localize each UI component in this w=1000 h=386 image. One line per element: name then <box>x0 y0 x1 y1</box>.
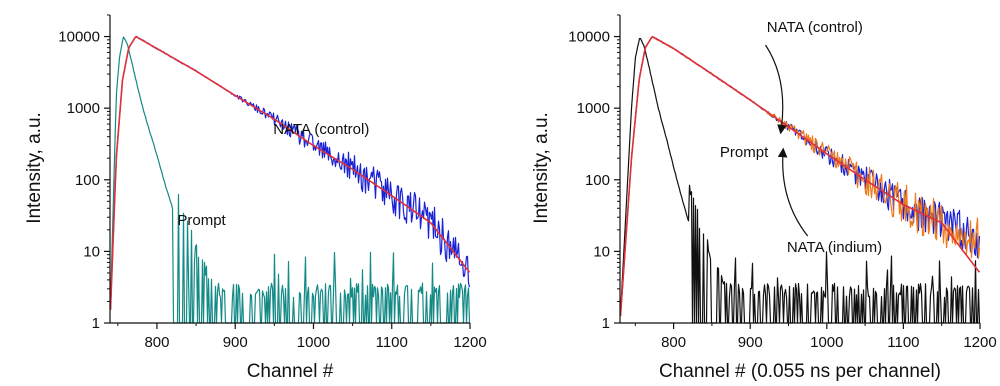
annotation-label: Prompt <box>177 212 226 229</box>
x-tick-label: 1200 <box>963 334 996 351</box>
x-axis-title: Channel # (0.055 ns per channel) <box>659 361 941 382</box>
series-line-prompt <box>109 36 471 324</box>
y-tick-label: 10 <box>593 243 610 260</box>
y-tick-label: 100 <box>585 172 610 189</box>
chart-panel-left: 800 900 1000 1100 1200 1 10 100 1000 10000 Channel… <box>24 14 487 382</box>
x-tick-label: 1100 <box>887 334 919 351</box>
y-tick-label: 100 <box>75 172 100 189</box>
series-line-nata-indium <box>619 36 981 317</box>
y-tick-label: 10000 <box>58 29 100 46</box>
x-tick-label: 1100 <box>376 334 408 351</box>
x-tick-label: 900 <box>223 334 248 351</box>
x-axis-title: Channel # <box>247 361 334 382</box>
x-tick-label: 900 <box>738 334 763 351</box>
series-line-prompt <box>619 37 981 324</box>
y-tick-label: 1 <box>92 315 100 332</box>
annotation-label: NATA (control) <box>273 121 369 138</box>
y-tick-label: 1000 <box>577 100 610 117</box>
annotation-label: Prompt <box>720 144 769 161</box>
chart-panel-right: 800 900 1000 1100 1200 1 10 100 1000 10000 Channel… <box>531 14 997 382</box>
x-tick-label: 1000 <box>810 334 843 351</box>
y-tick-label: 10000 <box>568 29 610 46</box>
y-axis-title: Intensity, a.u. <box>24 112 45 224</box>
y-tick-label: 1000 <box>67 100 100 117</box>
annotation-label: NATA (indium) <box>787 239 882 256</box>
x-tick-label: 800 <box>661 334 686 351</box>
arrow-indium <box>777 147 809 237</box>
x-tick-label: 1000 <box>297 334 330 351</box>
series-line-fit <box>619 35 981 316</box>
x-tick-label: 1200 <box>453 334 486 351</box>
series-line-nata-control <box>619 36 981 316</box>
series-line-nata-control <box>109 35 471 310</box>
y-tick-label: 1 <box>602 315 610 332</box>
y-axis-title: Intensity, a.u. <box>531 112 552 224</box>
y-tick-label: 10 <box>83 243 100 260</box>
series-line-fit <box>109 36 471 310</box>
arrow-control <box>765 44 787 135</box>
x-tick-label: 800 <box>144 334 169 351</box>
annotation-label: NATA (control) <box>767 19 863 36</box>
